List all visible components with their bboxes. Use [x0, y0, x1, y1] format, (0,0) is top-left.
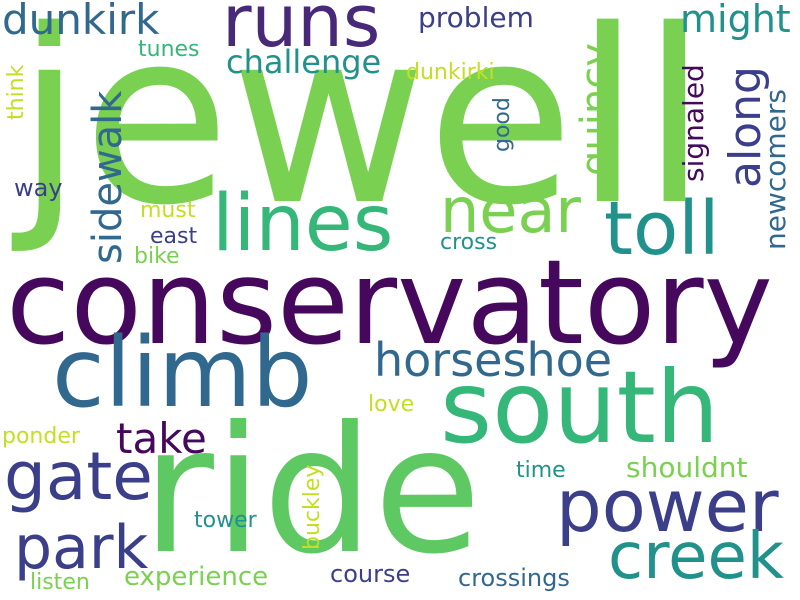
word-quincy: quincy — [573, 43, 619, 176]
word-tower: tower — [194, 508, 257, 533]
word-gate: gate — [4, 438, 153, 515]
word-dunkirki: dunkirki — [406, 60, 495, 85]
word-runs: runs — [222, 0, 381, 63]
word-course: course — [330, 560, 411, 588]
word-problem: problem — [418, 1, 534, 34]
word-love: love — [368, 392, 415, 417]
word-bike: bike — [134, 244, 180, 269]
word-conservatory: conservatory — [6, 234, 773, 371]
word-think: think — [4, 64, 29, 120]
word-dunkirk: dunkirk — [2, 0, 160, 44]
word-horseshoe: horseshoe — [374, 333, 613, 387]
word-must: must — [140, 198, 196, 223]
word-way: way — [14, 174, 63, 202]
word-experience: experience — [124, 562, 269, 592]
word-sidewalk: sidewalk — [85, 90, 131, 264]
word-jewell: jewell — [16, 0, 708, 258]
word-tunes: tunes — [138, 37, 200, 62]
word-signaled: signaled — [677, 64, 710, 182]
word-park: park — [14, 513, 149, 583]
word-might: might — [680, 0, 791, 41]
word-take: take — [116, 414, 207, 463]
word-east: east — [150, 224, 198, 249]
word-creek: creek — [608, 520, 784, 594]
word-ponder: ponder — [2, 424, 80, 449]
word-listen: listen — [30, 570, 90, 595]
word-challenge: challenge — [226, 43, 382, 81]
word-south: south — [440, 349, 720, 466]
word-cross: cross — [440, 230, 498, 255]
word-time: time — [516, 458, 566, 483]
word-climb: climb — [52, 317, 313, 429]
word-lines: lines — [212, 179, 394, 269]
word-crossings: crossings — [458, 564, 570, 592]
word-good: good — [490, 97, 515, 152]
word-near: near — [440, 174, 581, 247]
word-power: power — [556, 464, 779, 548]
word-newcomers: newcomers — [759, 89, 792, 250]
word-toll: toll — [604, 186, 720, 272]
word-buckley: buckley — [300, 464, 325, 550]
word-shouldnt: shouldnt — [626, 451, 748, 484]
word-ride: ride — [142, 390, 482, 593]
